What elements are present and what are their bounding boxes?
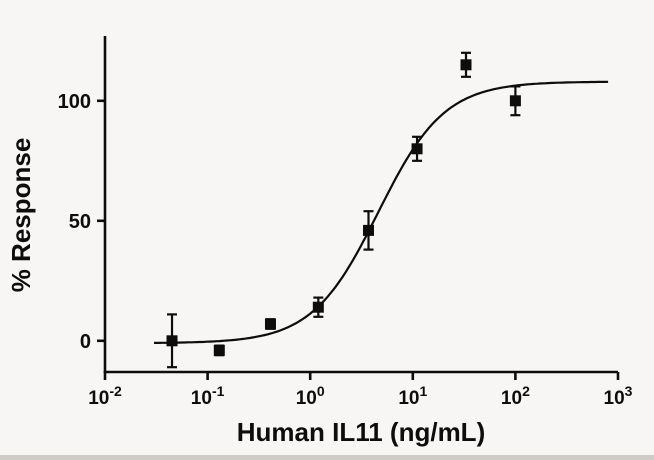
x-tick-label: 10-2: [88, 383, 122, 409]
y-axis-title: % Response: [6, 138, 36, 293]
data-point-square: [460, 59, 472, 71]
data-point-square: [166, 335, 178, 347]
window-bottom-edge: [0, 455, 654, 460]
x-axis-title: Human IL11 (ng/mL): [237, 417, 485, 447]
x-tick-label: 10-1: [191, 383, 225, 409]
data-point-square: [213, 344, 225, 356]
x-tick-label: 100: [296, 383, 325, 409]
x-tick-label: 102: [501, 383, 530, 409]
fit-curve: [154, 80, 609, 344]
x-tick-label: 103: [604, 383, 633, 409]
y-tick-label: 100: [58, 91, 91, 113]
x-tick-label: 101: [398, 383, 427, 409]
data-point-square: [312, 301, 324, 313]
plot-layer: 0 50 100 10-2 10-1 100 101 102 103: [58, 36, 633, 409]
data-point-square: [411, 143, 423, 155]
data-point-square: [509, 95, 521, 107]
y-tick-label: 50: [69, 211, 91, 233]
data-point-square: [362, 224, 374, 236]
y-tick-label: 0: [80, 331, 91, 353]
data-point-square: [264, 318, 276, 330]
